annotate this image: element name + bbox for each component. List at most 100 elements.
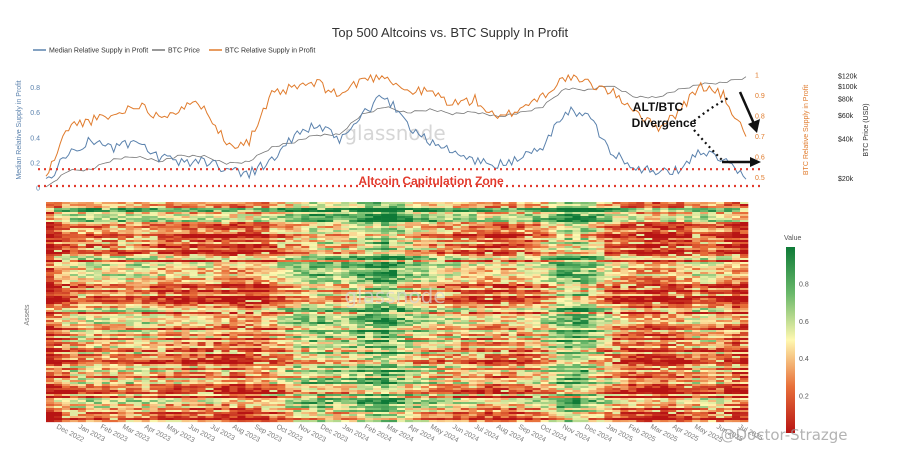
heatmap-cell: [660, 284, 669, 287]
heatmap-cell: [157, 304, 166, 307]
legend: Median Relative Supply in Profit BTC Pri…: [33, 48, 315, 55]
heatmap-cell: [261, 280, 270, 283]
heatmap-cell: [237, 284, 246, 287]
heatmap-cell: [444, 208, 454, 211]
heatmap-cell: [444, 238, 454, 241]
heatmap-cell: [109, 222, 119, 225]
heatmap-cell: [293, 202, 302, 205]
heatmap-cell: [341, 290, 350, 293]
heatmap-cell: [141, 286, 151, 289]
heatmap-cell: [412, 212, 422, 215]
heatmap-cell: [436, 234, 446, 237]
heatmap-cell: [404, 204, 414, 207]
heatmap-cell: [277, 202, 286, 205]
heatmap-cell: [93, 204, 103, 207]
heatmap-cell: [125, 216, 135, 219]
heatmap-cell: [117, 236, 127, 239]
heatmap-cell: [492, 280, 502, 283]
heatmap-cell: [197, 236, 206, 239]
heatmap-cell: [301, 230, 310, 233]
heatmap-cell: [716, 294, 725, 297]
heatmap-cell: [93, 314, 103, 317]
heatmap-cell: [365, 226, 374, 229]
heatmap-cell: [389, 202, 398, 205]
heatmap-cell: [221, 224, 230, 227]
heatmap-cell: [301, 226, 310, 229]
heatmap-cell: [285, 230, 294, 233]
heatmap-cell: [141, 234, 151, 237]
heatmap-cell: [357, 248, 366, 251]
heatmap-cell: [628, 220, 637, 223]
heatmap-cell: [620, 278, 629, 281]
heatmap-cell: [117, 304, 127, 307]
heatmap-cell: [69, 224, 79, 227]
heatmap-cell: [397, 310, 406, 313]
heatmap-cell: [101, 242, 111, 245]
heatmap-cell: [189, 212, 198, 215]
heatmap-cell: [397, 222, 406, 225]
heatmap-cell: [676, 258, 685, 261]
heatmap-cell: [253, 252, 262, 255]
heatmap-cell: [412, 210, 422, 213]
heatmap-cell: [732, 268, 741, 271]
heatmap-cell: [317, 226, 326, 229]
heatmap-cell: [229, 282, 238, 285]
heatmap-cell: [436, 272, 446, 275]
heatmap-cell: [173, 312, 182, 315]
heatmap-cell: [349, 222, 358, 225]
heatmap-cell: [213, 244, 222, 247]
heatmap-cell: [117, 306, 127, 309]
heatmap-cell: [588, 312, 597, 315]
heatmap-cell: [213, 240, 222, 243]
heatmap-cell: [149, 218, 158, 221]
heatmap-cell: [420, 302, 430, 305]
heatmap-cell: [69, 276, 79, 279]
heatmap-cell: [61, 232, 71, 235]
heatmap-cell: [588, 240, 597, 243]
heatmap-cell: [540, 264, 549, 267]
heatmap-cell: [69, 288, 79, 291]
heatmap-cell: [428, 270, 438, 273]
heatmap-cell: [724, 230, 733, 233]
heatmap-cell: [740, 266, 749, 269]
heatmap-cell: [85, 304, 95, 307]
heatmap-cell: [381, 278, 390, 281]
heatmap-cell: [556, 290, 565, 293]
heatmap-cell: [532, 302, 541, 305]
heatmap-cell: [333, 218, 342, 221]
heatmap-cell: [61, 270, 71, 273]
heatmap-cell: [357, 242, 366, 245]
heatmap-cell: [309, 222, 318, 225]
heatmap-cell: [245, 304, 254, 307]
heatmap-cell: [588, 222, 597, 225]
heatmap-cell: [133, 270, 143, 273]
heatmap-cell: [181, 214, 190, 217]
heatmap-cell: [564, 216, 573, 219]
heatmap-cell: [301, 214, 310, 217]
heatmap-cell: [500, 308, 509, 311]
heatmap-cell: [484, 208, 494, 211]
heatmap-cell: [708, 250, 717, 253]
heatmap-cell: [373, 298, 382, 301]
heatmap-cell: [732, 270, 741, 273]
heatmap-cell: [245, 266, 254, 269]
heatmap-cell: [205, 288, 214, 291]
heatmap-cell: [285, 274, 294, 277]
heatmap-cell: [740, 206, 749, 209]
heatmap-cell: [644, 308, 653, 311]
heatmap-cell: [604, 226, 613, 229]
heatmap-cell: [548, 232, 557, 235]
heatmap-cell: [532, 224, 541, 227]
heatmap-cell: [237, 206, 246, 209]
heatmap-cell: [484, 294, 494, 297]
heatmap-cell: [181, 254, 190, 257]
heatmap-cell: [740, 236, 749, 239]
heatmap-cell: [373, 216, 382, 219]
heatmap-cell: [484, 308, 494, 311]
heatmap-cell: [69, 208, 79, 211]
heatmap-cell: [700, 298, 709, 301]
heatmap-cell: [460, 306, 470, 309]
heatmap-cell: [245, 244, 254, 247]
heatmap-cell: [452, 262, 462, 265]
heatmap-cell: [716, 310, 725, 313]
